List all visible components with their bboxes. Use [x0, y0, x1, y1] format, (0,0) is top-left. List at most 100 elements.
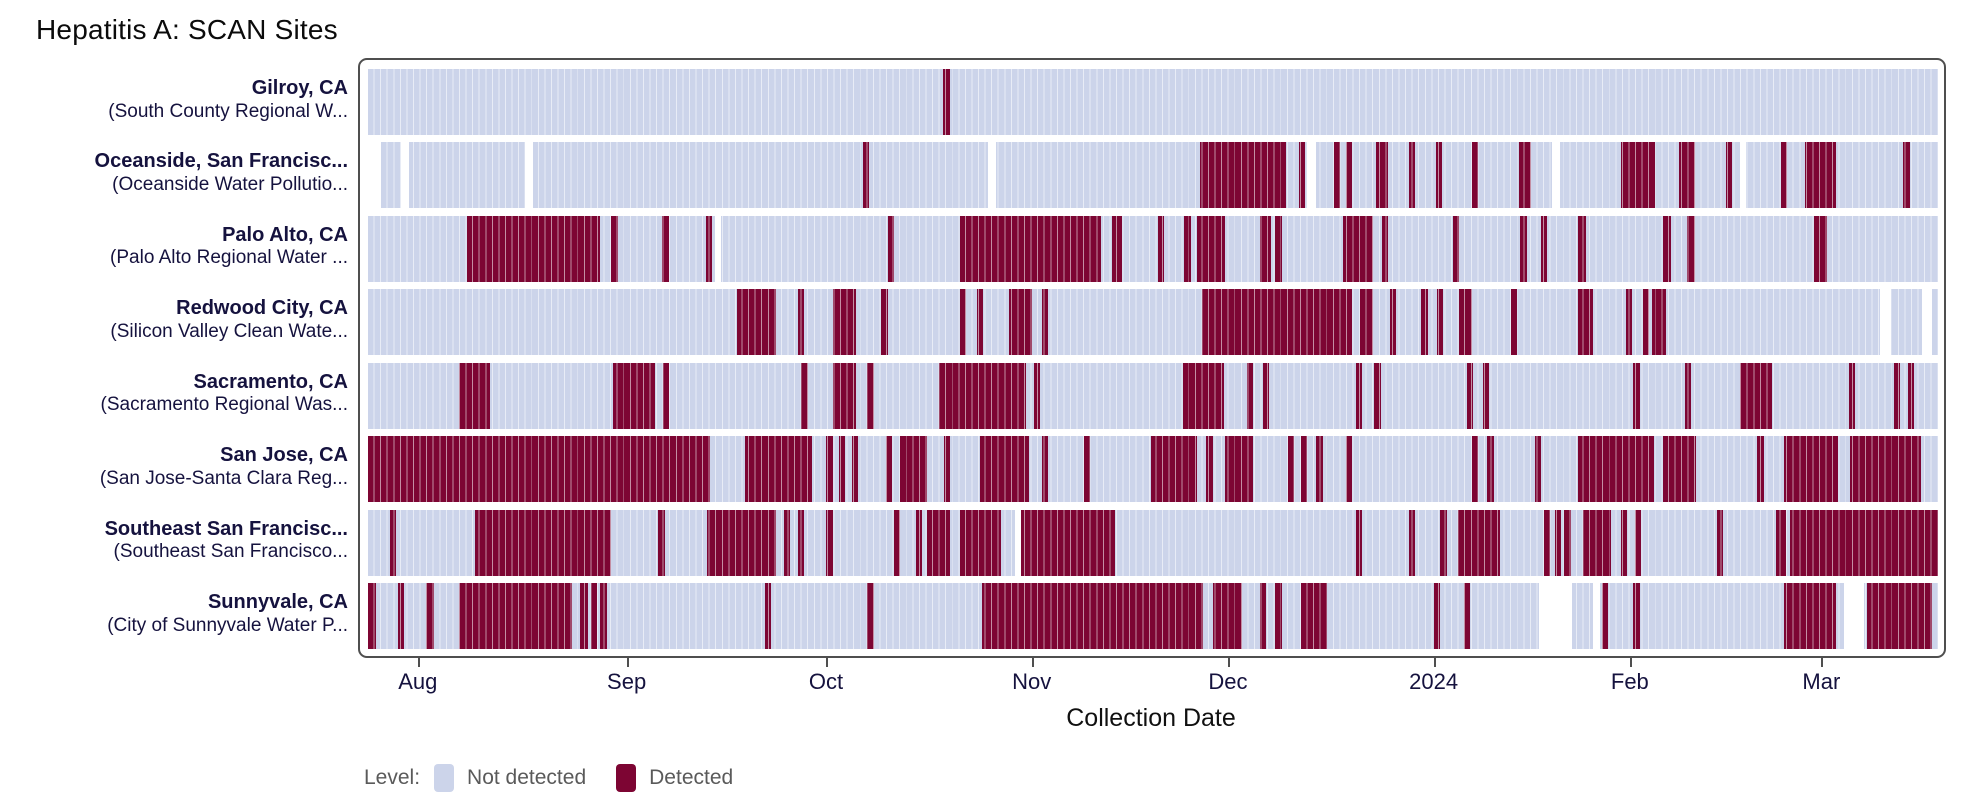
x-tick-mark: [1821, 658, 1824, 667]
missing-sample-gap: [714, 215, 722, 282]
detected-segment: [826, 436, 833, 503]
detected-segment: [744, 436, 813, 503]
detected-segment: [1578, 436, 1654, 503]
detected-segment: [579, 582, 588, 649]
x-tick-label: Aug: [398, 669, 438, 694]
detected-segment: [1275, 582, 1282, 649]
detected-segment: [1540, 215, 1548, 282]
detected-segment: [1342, 215, 1373, 282]
detected-segment: [1375, 142, 1389, 209]
detected-segment: [1652, 289, 1667, 356]
missing-sample-gap: [368, 142, 381, 209]
detected-segment: [1867, 582, 1932, 649]
detected-segment: [887, 215, 894, 282]
detected-segment: [1346, 142, 1353, 209]
detected-segment: [1247, 362, 1254, 429]
detected-segment: [736, 289, 777, 356]
detected-segment: [851, 436, 858, 503]
detected-segment: [661, 215, 670, 282]
detected-segment: [1083, 436, 1091, 503]
site-city: Southeast San Francisc...: [104, 517, 348, 540]
detected-segment: [839, 436, 846, 503]
detected-segment: [389, 509, 397, 576]
site-facility: (Silicon Valley Clean Wate...: [110, 320, 348, 342]
detected-segment: [801, 362, 808, 429]
legend-title: Level:: [364, 766, 421, 789]
detected-segment: [1850, 436, 1921, 503]
detected-segment: [1421, 289, 1428, 356]
site-facility: (San Jose-Santa Clara Reg...: [99, 467, 348, 489]
detected-segment: [1151, 436, 1197, 503]
detected-segment: [1784, 436, 1838, 503]
detected-segment: [1471, 436, 1478, 503]
site-labels: Gilroy, CA (South County Regional W... Oce…: [0, 0, 348, 810]
site-label: Palo Alto, CA (Palo Alto Regional Water .…: [0, 214, 348, 280]
detected-segment: [1434, 582, 1441, 649]
detected-segment: [1041, 436, 1048, 503]
detected-segment: [832, 362, 857, 429]
detected-segment: [1182, 362, 1224, 429]
legend: Level: Not detected Detected: [364, 760, 749, 796]
detected-segment: [459, 362, 491, 429]
detected-segment: [611, 215, 618, 282]
detected-swatch: [616, 764, 637, 792]
detected-segment: [826, 509, 833, 576]
detected-segment: [1903, 142, 1910, 209]
detected-segment: [1437, 289, 1444, 356]
detected-segment: [959, 215, 1102, 282]
detected-segment: [893, 509, 901, 576]
detected-segment: [1299, 142, 1306, 209]
detected-segment: [663, 362, 670, 429]
detected-segment: [1757, 436, 1764, 503]
detected-segment: [1206, 436, 1213, 503]
missing-sample-gap: [1740, 142, 1747, 209]
page-title: Hepatitis A: SCAN Sites: [36, 14, 338, 45]
not-detected-background: [368, 69, 1938, 135]
x-tick-mark: [826, 658, 828, 667]
missing-sample-gap: [988, 142, 996, 209]
detected-segment: [765, 582, 772, 649]
site-label: San Jose, CA (San Jose-Santa Clara Reg...: [0, 434, 348, 500]
detected-segment: [1374, 362, 1381, 429]
detected-segment: [886, 436, 893, 503]
site-city: Redwood City, CA: [176, 297, 348, 320]
detected-segment: [1112, 215, 1122, 282]
detected-segment: [1578, 289, 1593, 356]
timeline-plot: [358, 58, 1946, 658]
detected-segment: [1543, 509, 1551, 576]
missing-sample-gap: [400, 142, 409, 209]
detected-segment: [1355, 362, 1362, 429]
x-tick-mark: [1433, 658, 1436, 667]
detected-segment: [867, 362, 874, 429]
detected-segment: [798, 509, 805, 576]
detected-segment: [1275, 215, 1282, 282]
detected-segment: [1784, 582, 1836, 649]
not-detected-swatch: [434, 764, 455, 792]
site-facility: (South County Regional W...: [108, 100, 348, 122]
detected-segment: [1262, 362, 1270, 429]
detected-segment: [1471, 142, 1478, 209]
x-axis-title: Collection Date: [1066, 704, 1236, 732]
detected-segment: [1482, 362, 1489, 429]
missing-sample-gap: [1539, 582, 1573, 649]
x-tick-label: Sep: [607, 669, 647, 694]
detected-segment: [1642, 289, 1650, 356]
detected-segment: [915, 509, 923, 576]
missing-sample-gap: [1922, 289, 1932, 356]
detected-segment: [1300, 436, 1307, 503]
detected-segment: [1781, 142, 1788, 209]
detected-segment: [1452, 215, 1460, 282]
missing-sample-gap: [1879, 289, 1891, 356]
detected-segment: [705, 215, 712, 282]
x-tick-label: Nov: [1012, 669, 1052, 694]
detected-segment: [658, 509, 665, 576]
site-city: San Jose, CA: [220, 444, 348, 467]
detected-segment: [926, 509, 951, 576]
detected-segment: [1663, 436, 1697, 503]
not-detected-background: [368, 142, 1938, 209]
timeline-row: [368, 289, 1938, 356]
detected-segment: [612, 362, 656, 429]
detected-segment: [939, 362, 1026, 429]
timeline-tracks: [368, 69, 1938, 649]
detected-segment: [1021, 509, 1116, 576]
